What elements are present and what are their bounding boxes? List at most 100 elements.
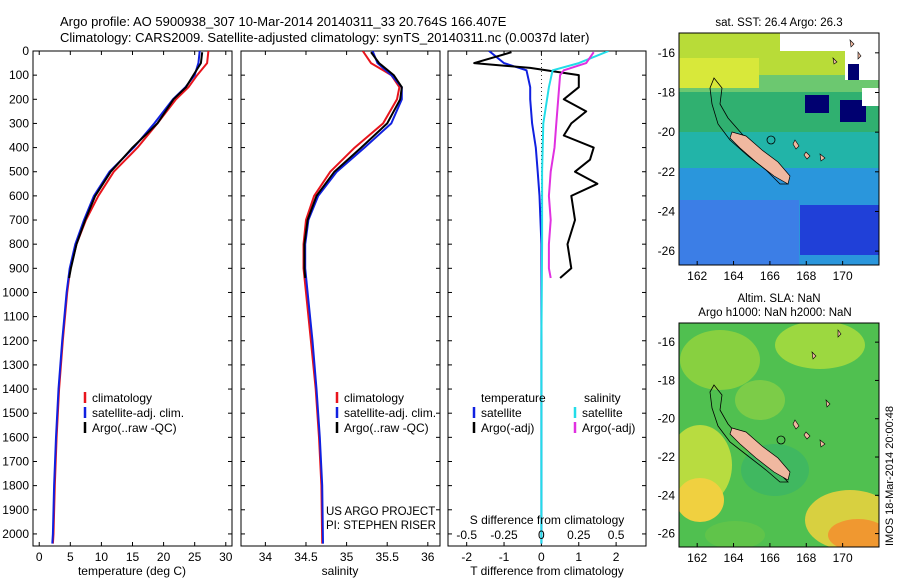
x-tick-label: -2 [461, 550, 472, 564]
sst-band-darkest [800, 205, 879, 255]
x-tick-label: 0 [538, 550, 545, 564]
legend-satellite: satellite-adj. clim. [344, 406, 436, 420]
difference-series [473, 51, 609, 546]
x-tick-label: 35 [340, 550, 354, 564]
depth-tick-label: 1500 [2, 406, 29, 420]
figure-title-line1: Argo profile: AO 5900938_307 10-Mar-2014… [60, 14, 507, 29]
salinity-legend: climatology satellite-adj. clim. Argo(..… [335, 391, 436, 435]
legend-satellite: satellite-adj. clim. [92, 406, 184, 420]
salinity-plot-area [240, 50, 441, 547]
sst-cloud-2 [805, 95, 829, 113]
sla-map-axes: 162 164 166 168 170 -16 -18 -20 -22 -24 -26 [658, 335, 879, 565]
legend-climatology: climatology [344, 391, 404, 405]
series-line [540, 51, 609, 544]
map-y-tick-label: -22 [658, 165, 676, 179]
map-x-tick-label: 164 [724, 269, 744, 283]
map-x-tick-label: 166 [760, 269, 780, 283]
depth-tick-label: 2000 [2, 527, 29, 541]
imos-timestamp: IMOS 18-Mar-2014 20:00:48 [884, 406, 896, 546]
depth-tick-label: 1000 [2, 285, 29, 299]
s-difference-tick-label: 0.5 [608, 528, 625, 542]
legend-argo: Argo(..raw -QC) [92, 421, 177, 435]
map-y-tick-label: -20 [658, 125, 676, 139]
sst-band-deep-blue [679, 200, 799, 265]
sla-land-new-caledonia [729, 427, 791, 481]
depth-tick-label: 1900 [2, 503, 29, 517]
x-tick-label: 5 [67, 550, 74, 564]
depth-tick-label: 1600 [2, 430, 29, 444]
s-difference-ticks: -0.5 -0.25 0 0.25 0.5 [456, 528, 624, 542]
depth-tick-label: 400 [9, 141, 29, 155]
depth-tick-label: 1300 [2, 358, 29, 372]
temperature-plot-area [32, 50, 233, 547]
x-tick-label: 30 [219, 550, 233, 564]
map-y-tick-label: -26 [658, 527, 676, 541]
x-tick-label: 34 [259, 550, 273, 564]
sst-map-title: sat. SST: 26.4 Argo: 26.3 [715, 17, 842, 29]
sst-map-frame [678, 32, 880, 266]
map-x-tick-label: 166 [760, 551, 780, 565]
x-tick-label: 34.5 [294, 550, 318, 564]
sla-blob-8 [735, 380, 785, 420]
sla-blob-1 [680, 330, 760, 390]
s-difference-tick-label: -0.25 [490, 528, 518, 542]
sst-patch-warm [679, 58, 759, 88]
sst-argo-position-marker [766, 135, 776, 145]
sla-blob-9 [705, 521, 765, 547]
temperature-legend: climatology satellite-adj. clim. Argo(..… [83, 391, 184, 435]
t-difference-x-label: T difference from climatology [470, 564, 624, 578]
sst-map-axes: 162 164 166 168 170 -16 -18 -20 -22 -24 -26 [658, 46, 879, 283]
sla-map-title-line2: Argo h1000: NaN h2000: NaN [698, 307, 851, 319]
x-tick-label: 36 [421, 550, 435, 564]
map-y-tick-label: -22 [658, 450, 676, 464]
legend-temperature-header: temperature [481, 391, 546, 405]
difference-legend: temperature salinity satellite Argo(-adj… [472, 391, 635, 435]
legend-t-argo: Argo(-adj) [481, 421, 534, 435]
map-y-tick-label: -18 [658, 85, 676, 99]
depth-tick-label: 800 [9, 237, 29, 251]
depth-tick-label: 0 [22, 44, 29, 58]
sla-argo-position-marker [776, 435, 786, 445]
map-x-tick-label: 168 [796, 551, 816, 565]
series-line [473, 51, 599, 279]
depth-tick-label: 1400 [2, 382, 29, 396]
salinity-panel: 34 34.5 35 35.5 36 salinity climatology sate… [240, 50, 441, 578]
map-y-tick-label: -16 [658, 335, 676, 349]
sst-missing-data-3 [862, 88, 879, 106]
sla-reef-contour [709, 384, 789, 483]
map-y-tick-label: -18 [658, 373, 676, 387]
difference-panel: -2 -1 0 1 2 T difference from climatology S … [447, 50, 647, 578]
depth-tick-label: 1700 [2, 454, 29, 468]
map-x-tick-label: 170 [833, 269, 853, 283]
sla-blob-4 [679, 478, 724, 522]
salinity-depth-ticks [241, 50, 440, 535]
map-y-tick-label: -24 [658, 488, 676, 502]
map-y-tick-label: -26 [658, 244, 676, 258]
depth-tick-label: 300 [9, 116, 29, 130]
series-line [303, 51, 403, 279]
depth-tick-label: 1800 [2, 479, 29, 493]
depth-tick-label: 600 [9, 189, 29, 203]
legend-salinity-header: salinity [584, 391, 621, 405]
depth-tick-label: 500 [9, 165, 29, 179]
depth-axis: 0 100 200 300 400 500 600 700 800 900 1000 1100 1200… [2, 44, 232, 541]
depth-tick-label: 1200 [2, 334, 29, 348]
depth-tick-label: 700 [9, 213, 29, 227]
x-tick-label: 0 [36, 550, 43, 564]
map-x-tick-label: 164 [724, 551, 744, 565]
temperature-series [51, 51, 210, 544]
x-tick-label: 1 [575, 550, 582, 564]
temperature-panel: 0100200300400500600700800900100011001200… [2, 44, 232, 578]
sst-land-new-caledonia [729, 131, 791, 185]
salinity-series [302, 51, 403, 544]
sst-map-image [679, 33, 879, 265]
map-x-tick-label: 168 [796, 269, 816, 283]
legend-s-argo: Argo(-adj) [582, 421, 635, 435]
project-credit: US ARGO PROJECT [326, 506, 435, 518]
sla-map-panel: Altim. SLA: NaN Argo h1000: NaN h2000: N… [658, 293, 880, 565]
s-difference-tick-label: 0 [538, 528, 545, 542]
s-difference-tick-label: -0.5 [456, 528, 477, 542]
difference-plot-area [447, 50, 647, 547]
map-y-tick-label: -16 [658, 46, 676, 60]
